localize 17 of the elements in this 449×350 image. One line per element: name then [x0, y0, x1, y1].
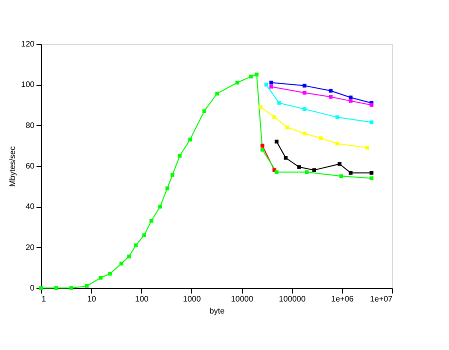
x-tick-label: 1e+06 — [331, 294, 354, 304]
y-axis-title: Mbytes/sec — [8, 146, 18, 187]
x-tick-label: 1e+07 — [370, 294, 394, 304]
y-tick-label: 60 — [26, 162, 36, 170]
y-tick-label: 20 — [26, 242, 36, 252]
x-tick-label: 1000 — [183, 294, 202, 304]
y-tick-label: 80 — [26, 120, 36, 130]
x-tick-label: 100 — [135, 294, 150, 304]
y-tick-label: 0 — [30, 284, 36, 292]
x-tick-label: 1 — [42, 294, 46, 304]
y-tick-label: 40 — [26, 202, 36, 212]
x-axis-title: byte — [209, 306, 226, 316]
y-tick-label: 100 — [21, 80, 36, 90]
x-tick-label: 10000 — [230, 294, 254, 304]
x-tick-label: 100000 — [278, 294, 306, 304]
x-tick-label: 10 — [87, 294, 97, 304]
y-tick-label: 120 — [21, 40, 36, 48]
